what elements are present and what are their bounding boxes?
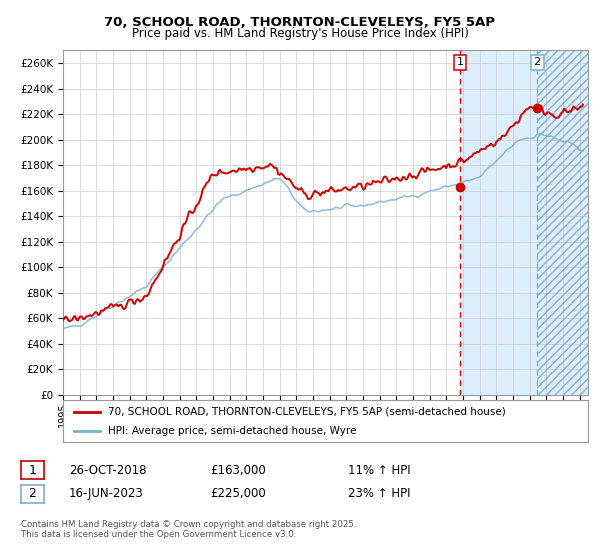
Text: 16-JUN-2023: 16-JUN-2023 — [69, 487, 144, 501]
Text: HPI: Average price, semi-detached house, Wyre: HPI: Average price, semi-detached house,… — [107, 426, 356, 436]
Text: 70, SCHOOL ROAD, THORNTON-CLEVELEYS, FY5 5AP (semi-detached house): 70, SCHOOL ROAD, THORNTON-CLEVELEYS, FY5… — [107, 407, 505, 417]
Text: Price paid vs. HM Land Registry's House Price Index (HPI): Price paid vs. HM Land Registry's House … — [131, 27, 469, 40]
Text: 2: 2 — [28, 487, 37, 501]
Text: 2: 2 — [533, 58, 541, 67]
Text: £225,000: £225,000 — [210, 487, 266, 501]
Bar — [537, 50, 588, 395]
Text: Contains HM Land Registry data © Crown copyright and database right 2025.
This d: Contains HM Land Registry data © Crown c… — [21, 520, 356, 539]
Text: 26-OCT-2018: 26-OCT-2018 — [69, 464, 146, 477]
Bar — [460, 50, 588, 395]
Text: £163,000: £163,000 — [210, 464, 266, 477]
Text: 11% ↑ HPI: 11% ↑ HPI — [348, 464, 410, 477]
Text: 70, SCHOOL ROAD, THORNTON-CLEVELEYS, FY5 5AP: 70, SCHOOL ROAD, THORNTON-CLEVELEYS, FY5… — [104, 16, 496, 29]
Text: 1: 1 — [28, 464, 37, 477]
Text: 23% ↑ HPI: 23% ↑ HPI — [348, 487, 410, 501]
Text: 1: 1 — [457, 58, 463, 67]
